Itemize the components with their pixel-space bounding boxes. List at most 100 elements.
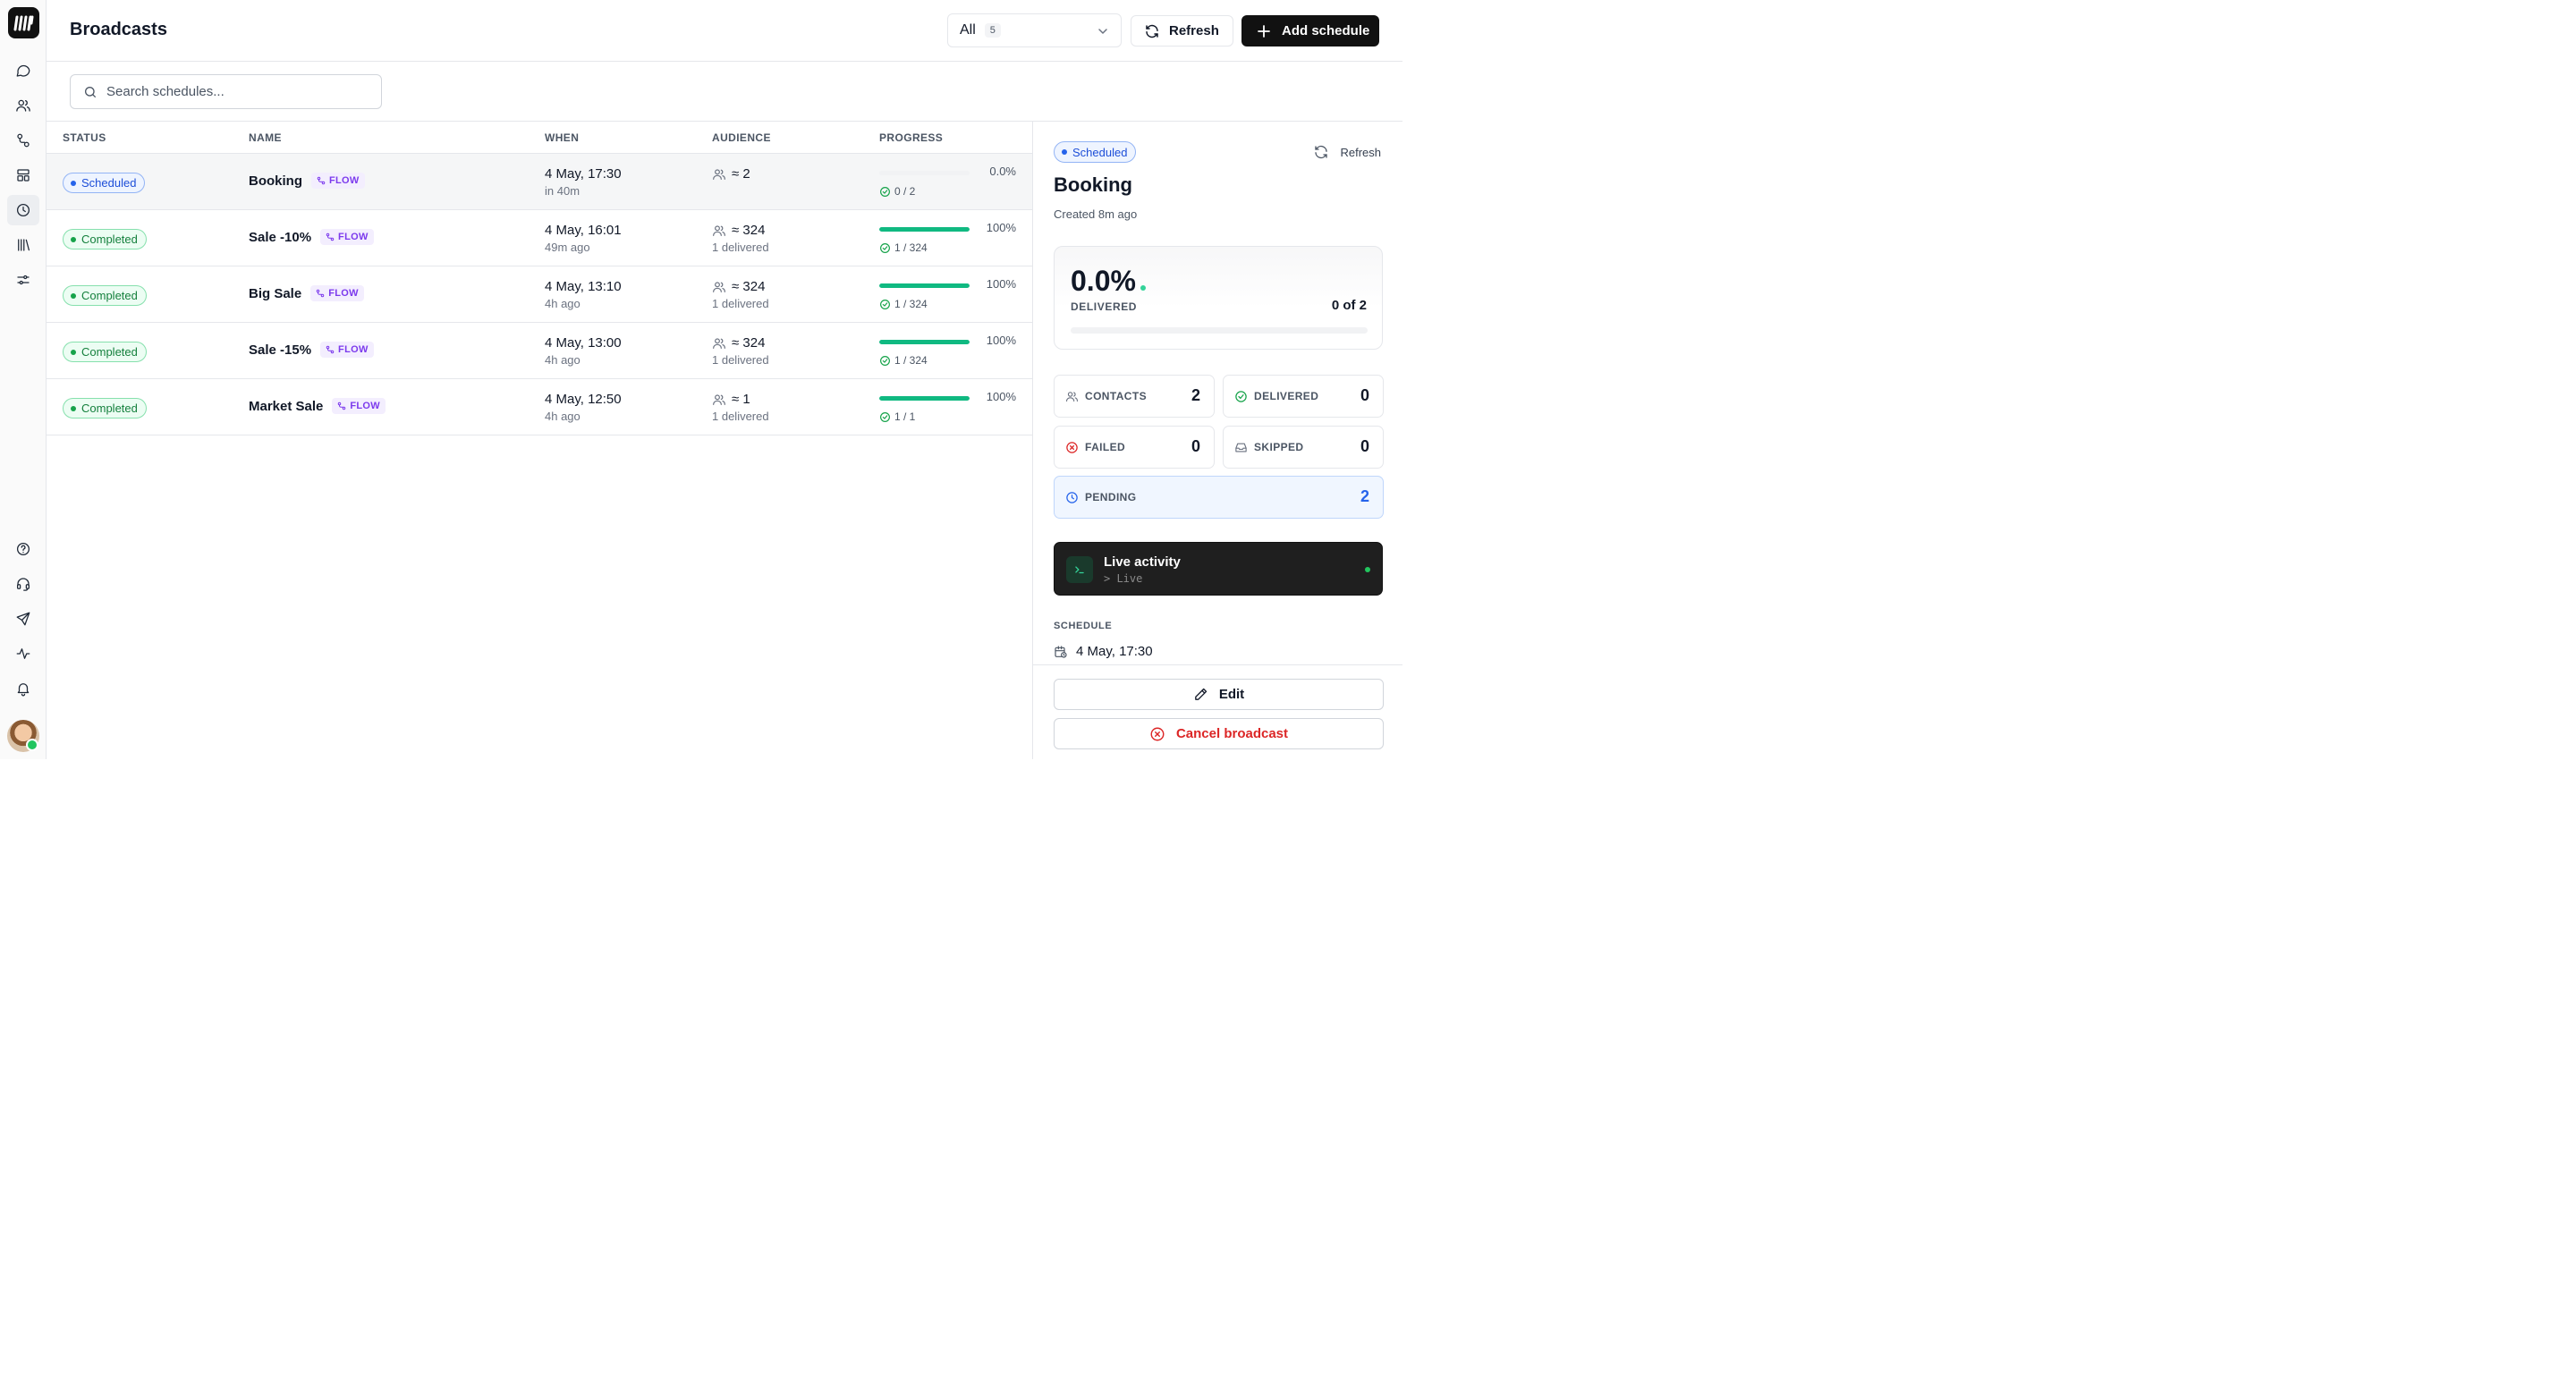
nav-notifications[interactable] [13, 678, 34, 699]
progress-count: 1 / 1 [879, 410, 915, 423]
check-circle-icon [880, 186, 890, 197]
name-cell: Market Sale FLOW [249, 398, 386, 414]
progress-cell: 100% 1 / 324 [879, 221, 1018, 257]
nav-templates[interactable] [13, 165, 34, 186]
detail-status-badge: Scheduled [1054, 141, 1137, 163]
progress-count: 1 / 324 [879, 241, 928, 254]
stat-failed[interactable]: FAILED 0 [1054, 426, 1215, 469]
table-header: STATUS NAME WHEN AUDIENCE PROGRESS [47, 122, 1032, 154]
flow-icon [316, 289, 325, 298]
nav-broadcasts[interactable] [7, 195, 39, 225]
delivery-summary-card: 0.0% DELIVERED 0 of 2 [1054, 246, 1383, 350]
chat-icon [16, 64, 30, 77]
schedule-name: Sale -10% [249, 229, 312, 245]
column-header-name[interactable]: NAME [249, 131, 282, 144]
live-activity-card[interactable]: Live activity > Live [1054, 542, 1383, 596]
stat-contacts[interactable]: CONTACTS 2 [1054, 375, 1215, 418]
table-row[interactable]: Completed Sale -10% FLOW 4 May, 16:01 49… [47, 210, 1032, 266]
table-row[interactable]: Completed Sale -15% FLOW 4 May, 13:00 4h… [47, 323, 1032, 379]
edit-button[interactable]: Edit [1054, 679, 1384, 710]
library-icon [18, 239, 30, 251]
live-indicator-dot [1140, 285, 1146, 291]
check-circle-icon [880, 411, 890, 422]
flow-icon [17, 133, 30, 148]
progress-bar [879, 396, 970, 401]
search-input[interactable] [106, 84, 366, 99]
detail-actions: Edit Cancel broadcast [1033, 664, 1402, 759]
help-icon [16, 542, 30, 556]
progress-percent: 100% [986, 390, 1016, 403]
flow-icon [326, 232, 335, 241]
column-header-when[interactable]: WHEN [545, 131, 580, 144]
refresh-button-label: Refresh [1169, 23, 1219, 38]
flow-tag: FLOW [332, 398, 386, 414]
status-badge: Completed [63, 229, 147, 249]
column-header-status[interactable]: STATUS [63, 131, 106, 144]
search-box [70, 74, 382, 109]
schedule-name: Booking [249, 173, 302, 189]
search-icon [85, 86, 96, 97]
app-root: Broadcasts All 5 Refresh Add schedule ST… [0, 0, 1402, 759]
when-cell: 4 May, 17:30 in 40m [545, 166, 622, 198]
page-title: Broadcasts [70, 20, 167, 39]
nav-support[interactable] [13, 573, 34, 595]
chevron-down-icon [1098, 29, 1107, 34]
status-badge: Scheduled [63, 173, 146, 193]
nav-settings[interactable] [13, 269, 34, 291]
nav-send[interactable] [13, 608, 34, 630]
status-badge: Completed [63, 398, 147, 418]
calendar-clock-icon [1055, 645, 1067, 658]
progress-bar [879, 171, 970, 175]
users-icon [1066, 391, 1078, 402]
when-cell: 4 May, 13:10 4h ago [545, 279, 622, 310]
column-header-progress[interactable]: PROGRESS [879, 131, 944, 144]
schedule-name: Big Sale [249, 285, 302, 301]
schedule-name: Market Sale [249, 398, 324, 414]
check-circle-icon [880, 355, 890, 366]
detail-created: Created 8m ago [1054, 207, 1138, 221]
progress-count: 1 / 324 [879, 298, 928, 310]
refresh-icon [1315, 145, 1328, 159]
column-header-audience[interactable]: AUDIENCE [712, 131, 771, 144]
add-schedule-button[interactable]: Add schedule [1241, 15, 1379, 46]
detail-refresh-button[interactable]: Refresh [1313, 144, 1381, 160]
broadcast-detail-panel: Scheduled Refresh Booking Created 8m ago… [1032, 121, 1402, 759]
nav-flows[interactable] [13, 130, 34, 151]
when-cell: 4 May, 13:00 4h ago [545, 335, 622, 367]
pencil-icon [1194, 688, 1208, 700]
delivered-percent: 0.0% [1071, 265, 1146, 298]
schedule-datetime: 4 May, 17:30 [1054, 644, 1153, 659]
nav-help[interactable] [13, 538, 34, 560]
nav-contacts[interactable] [13, 95, 34, 116]
name-cell: Big Sale FLOW [249, 285, 364, 301]
refresh-icon [1146, 24, 1158, 38]
flow-icon [317, 176, 326, 185]
app-logo[interactable] [8, 7, 39, 38]
cancel-broadcast-button[interactable]: Cancel broadcast [1054, 718, 1384, 749]
flow-icon [326, 345, 335, 354]
nav-activity[interactable] [13, 643, 34, 664]
progress-count: 1 / 324 [879, 354, 928, 367]
nav-chat[interactable] [13, 60, 34, 81]
table-row[interactable]: Completed Market Sale FLOW 4 May, 12:50 … [47, 379, 1032, 435]
delivered-label: DELIVERED [1071, 300, 1138, 313]
filter-count-badge: 5 [984, 23, 1001, 38]
sidebar [0, 0, 47, 759]
flow-tag: FLOW [311, 173, 365, 189]
delivery-progress-bar [1071, 327, 1368, 334]
when-cell: 4 May, 16:01 49m ago [545, 223, 622, 254]
refresh-button[interactable]: Refresh [1131, 15, 1233, 46]
progress-percent: 100% [986, 334, 1016, 347]
progress-bar [879, 340, 970, 344]
x-circle-icon [1066, 441, 1078, 453]
clock-icon [1066, 491, 1078, 503]
table-row[interactable]: Completed Big Sale FLOW 4 May, 13:10 4h … [47, 266, 1032, 323]
table-row[interactable]: Scheduled Booking FLOW 4 May, 17:30 in 4… [47, 154, 1032, 210]
stat-skipped[interactable]: SKIPPED 0 [1223, 426, 1384, 469]
stat-delivered[interactable]: DELIVERED 0 [1223, 375, 1384, 418]
stat-pending[interactable]: PENDING 2 [1054, 476, 1384, 519]
progress-percent: 100% [986, 221, 1016, 234]
nav-library[interactable] [13, 234, 34, 256]
progress-percent: 0.0% [989, 165, 1016, 178]
status-filter-select[interactable]: All 5 [947, 13, 1122, 47]
